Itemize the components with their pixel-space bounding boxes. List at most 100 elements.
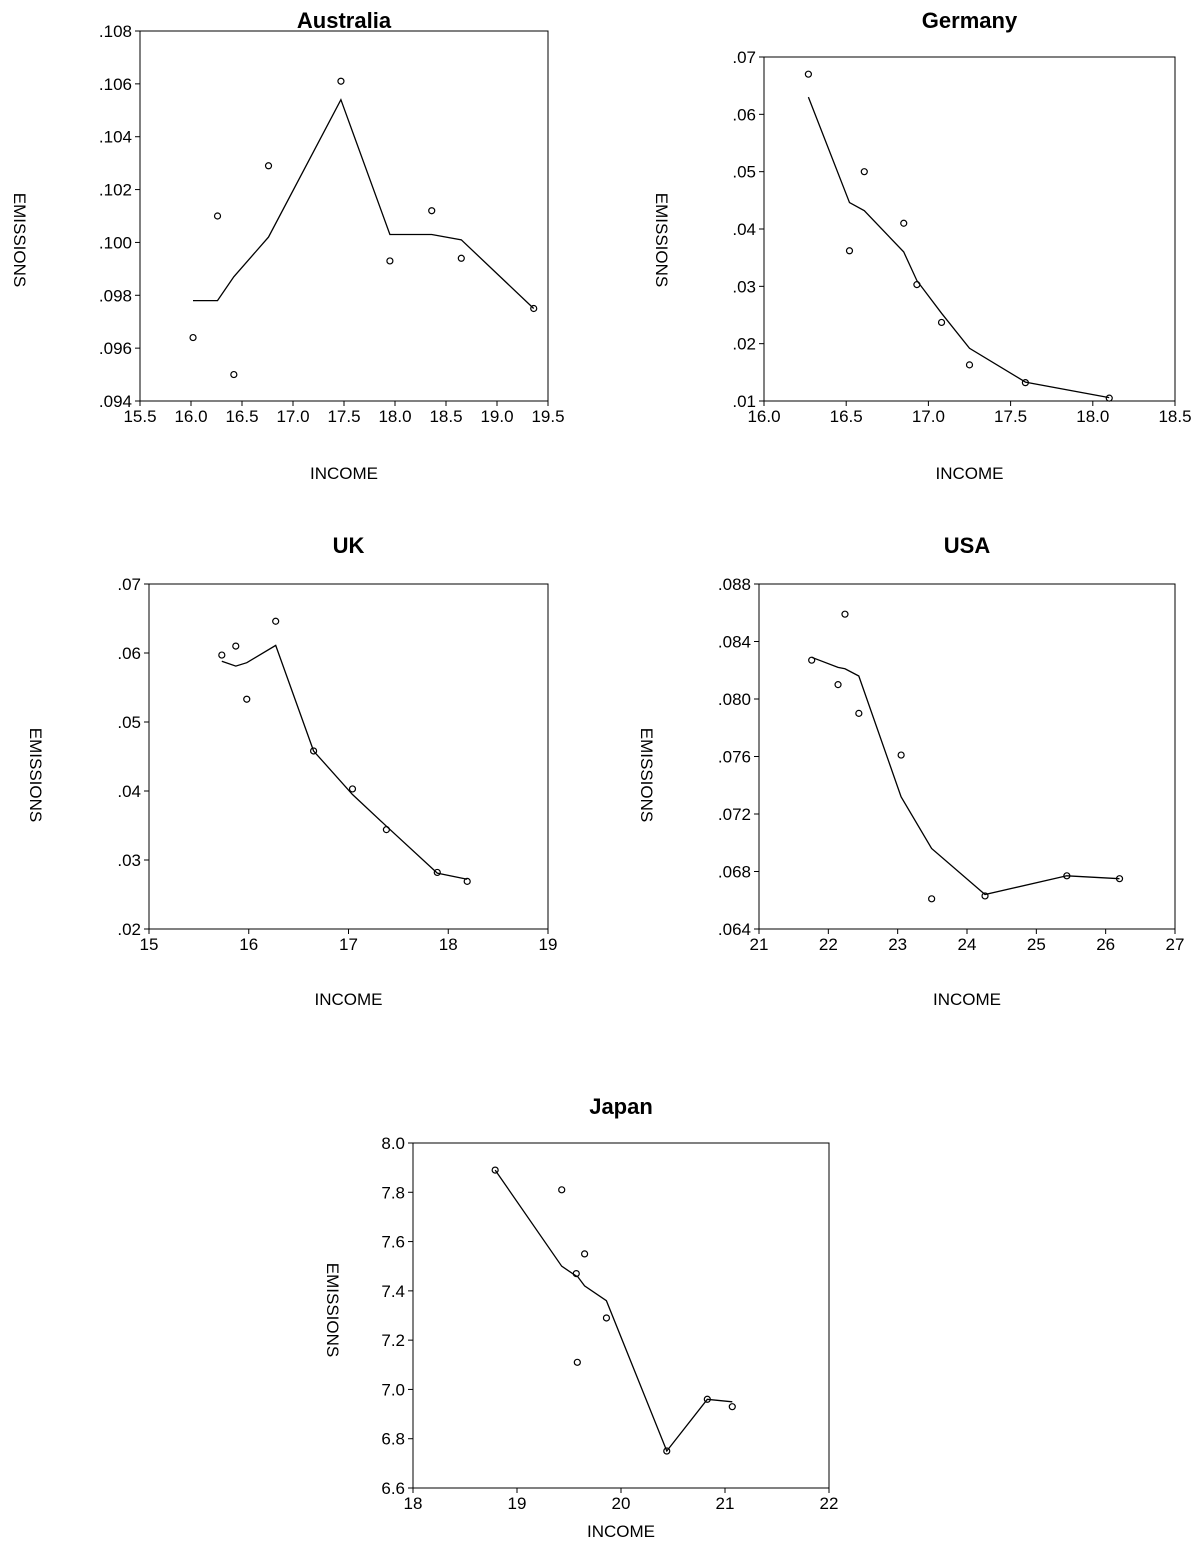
x-tick-label: 22 <box>820 1494 839 1513</box>
data-point <box>189 333 197 342</box>
x-tick-label: 17.0 <box>912 407 945 426</box>
data-point <box>728 1403 736 1411</box>
x-tick-label: 16.5 <box>830 407 863 426</box>
y-tick-label: 7.4 <box>381 1282 405 1301</box>
chart-title: Japan <box>589 1094 653 1119</box>
data-point <box>900 219 908 227</box>
x-tick-label: 21 <box>716 1494 735 1513</box>
chart-title: Germany <box>922 8 1018 33</box>
fitted-line <box>193 98 535 309</box>
x-tick-label: 19.5 <box>531 407 564 426</box>
data-point <box>965 361 974 369</box>
y-tick-label: .068 <box>718 863 751 882</box>
plot-frame <box>148 583 549 930</box>
data-point <box>348 785 357 793</box>
panel-japan: Japan 18 19 20 21 22 6.6 6.8 7.0 7.2 7.4 7.6 7.8 8.0 I… <box>323 1094 838 1541</box>
data-point <box>928 895 936 903</box>
fitted-line <box>811 656 1120 896</box>
data-point <box>232 642 240 650</box>
data-point <box>243 695 251 703</box>
y-axis-label: EMISSIONS <box>323 1263 342 1357</box>
x-tick-label: 27 <box>1166 935 1185 954</box>
data-point <box>573 1358 581 1366</box>
x-tick-label: 19 <box>539 935 558 954</box>
data-point <box>841 610 849 618</box>
y-tick-label: 7.2 <box>381 1331 405 1350</box>
x-axis-label: INCOME <box>936 464 1004 483</box>
y-tick-label: .05 <box>732 163 756 182</box>
y-tick-label: .03 <box>732 277 756 296</box>
y-tick-label: .088 <box>718 575 751 594</box>
x-tick-label: 18 <box>404 1494 423 1513</box>
y-tick-label: .064 <box>718 920 751 939</box>
y-tick-label: .07 <box>117 575 141 594</box>
data-point <box>860 168 868 176</box>
data-point <box>602 1314 611 1322</box>
x-tick-label: 17.5 <box>994 407 1027 426</box>
y-axis-label: EMISSIONS <box>652 193 671 287</box>
data-point <box>213 212 222 220</box>
panel-australia: Australia 15.5 16.0 16.5 17.0 17.5 18.0 18.5 19.… <box>10 8 565 483</box>
data-point <box>855 709 863 717</box>
data-point <box>937 318 946 327</box>
data-point <box>457 254 465 262</box>
data-point <box>272 617 280 625</box>
y-tick-label: .096 <box>99 339 132 358</box>
chart-title: USA <box>944 533 991 558</box>
x-tick-label: 17 <box>339 935 358 954</box>
data-point <box>808 656 816 664</box>
fitted-line <box>494 1169 733 1453</box>
x-axis-label: INCOME <box>933 990 1001 1009</box>
x-tick-label: 25 <box>1027 935 1046 954</box>
data-point <box>230 370 238 379</box>
y-tick-label: 8.0 <box>381 1134 405 1153</box>
y-tick-label: 7.8 <box>381 1183 405 1202</box>
y-tick-label: .108 <box>99 22 132 41</box>
data-point <box>580 1250 589 1258</box>
y-tick-label: .07 <box>732 48 756 67</box>
y-tick-label: .05 <box>117 713 141 732</box>
x-tick-label: 18.5 <box>1158 407 1191 426</box>
x-tick-label: 19 <box>508 1494 527 1513</box>
chart-title: UK <box>333 533 365 558</box>
y-tick-label: 7.6 <box>381 1233 405 1252</box>
x-tick-label: 15.5 <box>123 407 156 426</box>
x-tick-label: 26 <box>1096 935 1115 954</box>
y-tick-label: .02 <box>732 335 756 354</box>
y-tick-label: .084 <box>718 633 751 652</box>
data-point <box>845 247 854 255</box>
data-point <box>218 651 226 659</box>
data-point <box>264 162 273 170</box>
y-tick-label: .03 <box>117 851 141 870</box>
x-tick-label: 23 <box>888 935 907 954</box>
x-tick-label: 16.0 <box>747 407 780 426</box>
data-point <box>558 1186 566 1194</box>
x-tick-label: 17.0 <box>276 407 309 426</box>
x-tick-label: 16.5 <box>225 407 258 426</box>
y-tick-label: .06 <box>732 105 756 124</box>
y-tick-label: .04 <box>117 782 141 801</box>
y-axis-label: EMISSIONS <box>26 728 45 822</box>
x-tick-label: 18.5 <box>429 407 462 426</box>
y-tick-label: .098 <box>99 286 132 305</box>
x-tick-label: 19.0 <box>480 407 513 426</box>
y-tick-label: .100 <box>99 233 132 252</box>
y-axis-label: EMISSIONS <box>637 728 656 822</box>
y-tick-label: .080 <box>718 690 751 709</box>
fitted-line <box>221 644 468 880</box>
plot-frame <box>139 30 549 402</box>
plot-frame <box>763 56 1176 402</box>
x-tick-label: 16 <box>239 935 258 954</box>
data-point <box>428 207 436 215</box>
x-tick-label: 18.0 <box>1076 407 1109 426</box>
y-tick-label: .04 <box>732 220 756 239</box>
data-point <box>897 751 905 759</box>
y-tick-label: .06 <box>117 644 141 663</box>
y-tick-label: 6.6 <box>381 1479 405 1498</box>
y-tick-label: .076 <box>718 748 751 767</box>
y-tick-label: .072 <box>718 805 751 824</box>
plot-frame <box>412 1142 830 1489</box>
y-tick-label: .02 <box>117 920 141 939</box>
x-axis-label: INCOME <box>587 1522 655 1541</box>
